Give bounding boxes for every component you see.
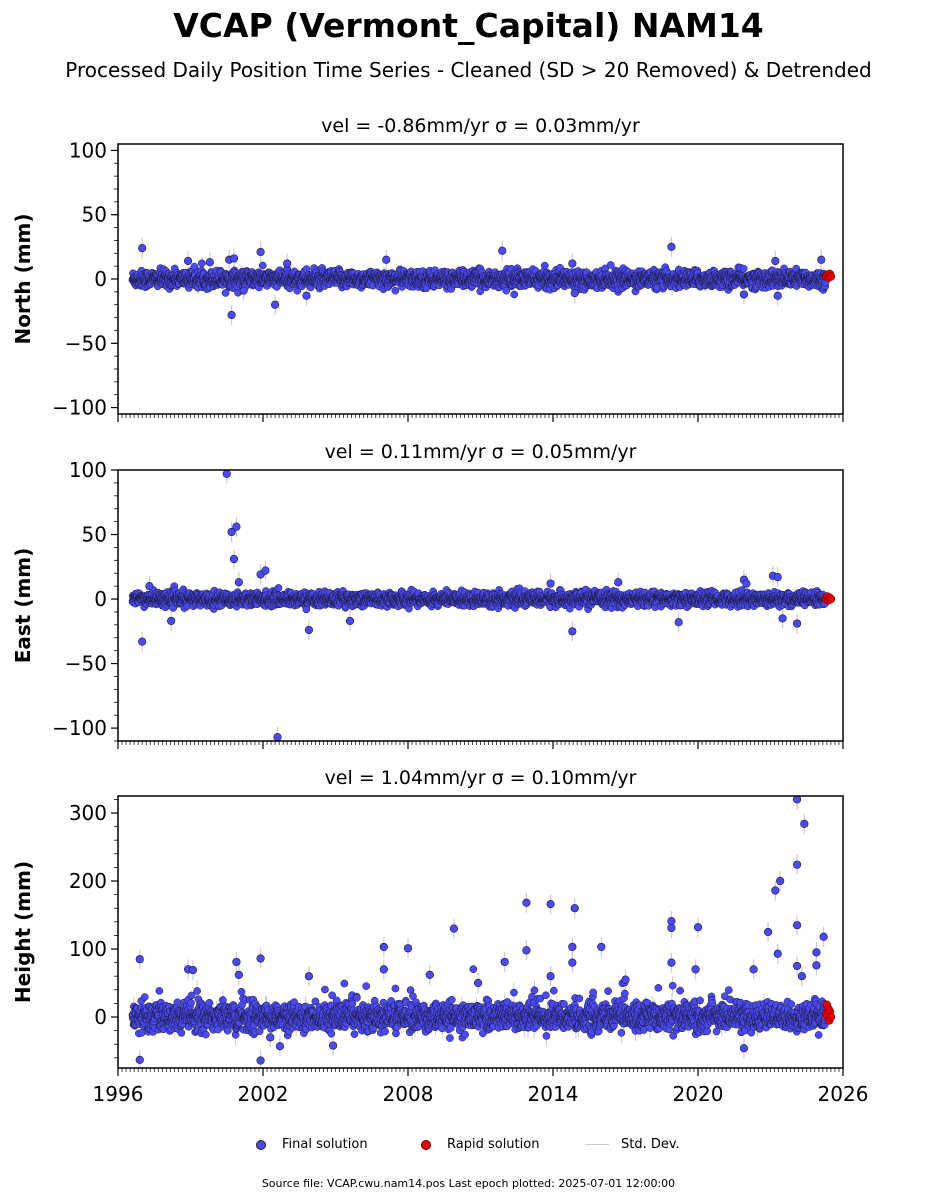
figure-title: VCAP (Vermont_Capital) NAM14	[173, 6, 764, 45]
ytick-label: 100	[69, 138, 107, 162]
final-point-outlier	[138, 244, 147, 253]
final-point-outlier	[498, 246, 507, 255]
ylabel-east: East (mm)	[11, 548, 35, 664]
final-point-outlier	[817, 255, 826, 264]
final-point-outlier	[239, 286, 248, 295]
final-point	[258, 261, 267, 270]
ytick-label: 0	[94, 267, 107, 291]
final-point-outlier	[205, 258, 214, 267]
final-points-east	[128, 470, 830, 741]
final-point-outlier	[229, 254, 239, 263]
final-point-outlier	[568, 259, 577, 268]
data-points-north	[128, 236, 836, 325]
final-point-outlier	[256, 247, 265, 257]
final-point-outlier	[183, 256, 193, 266]
ytick-label: 50	[82, 203, 107, 227]
ytick-label: −100	[52, 396, 107, 420]
data-points-east	[128, 470, 836, 741]
final-point-outlier	[302, 291, 311, 300]
final-point-outlier	[570, 289, 579, 298]
final-point-outlier	[270, 300, 280, 309]
final-point	[739, 264, 748, 273]
final-point	[274, 584, 283, 592]
panel-title-north: vel = -0.86mm/yr σ = 0.03mm/yr	[321, 115, 640, 137]
final-point	[198, 259, 206, 268]
ytick-label: −50	[65, 331, 107, 355]
rapid-point	[826, 272, 836, 281]
final-point	[391, 286, 400, 295]
time-series-chart: vel = -0.86mm/yr σ = 0.03mm/yr North (mm)…	[11, 115, 868, 1106]
final-point-outlier	[382, 255, 391, 264]
figure-subtitle: Processed Daily Position Time Series - C…	[65, 58, 872, 82]
final-point-outlier	[773, 291, 782, 300]
final-point	[606, 261, 615, 269]
final-point-outlier	[283, 259, 292, 268]
final-points-north	[128, 242, 830, 320]
final-point	[221, 289, 230, 297]
ylabel-north: North (mm)	[11, 213, 35, 344]
final-point	[540, 261, 549, 270]
final-point-outlier	[667, 242, 676, 251]
panel-title-east: vel = 0.11mm/yr σ = 0.05mm/yr	[325, 441, 637, 463]
final-point-outlier	[227, 310, 236, 320]
final-point	[502, 286, 511, 295]
final-point-outlier	[771, 256, 780, 266]
final-point-outlier	[739, 290, 749, 299]
panel-north: vel = -0.86mm/yr σ = 0.03mm/yr North (mm)…	[11, 115, 844, 422]
final-point	[510, 290, 519, 299]
